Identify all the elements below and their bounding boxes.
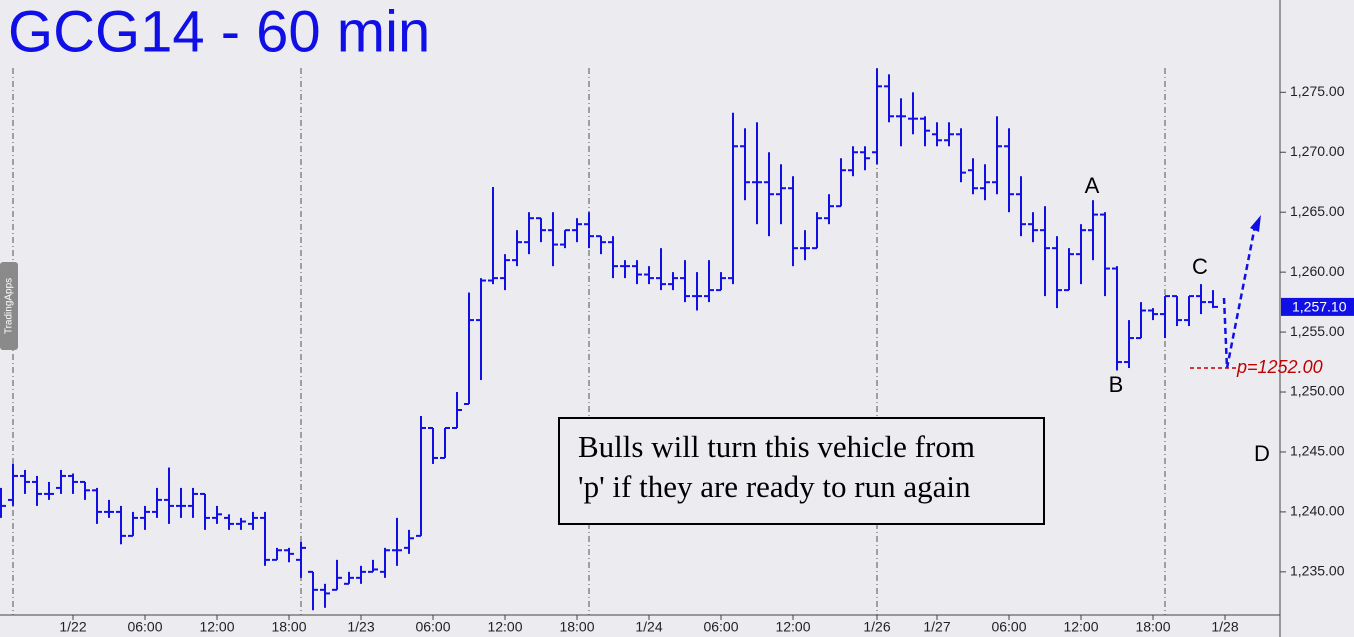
x-tick-label: 06:00: [415, 619, 450, 635]
note-line: 'p' if they are ready to run again: [578, 469, 971, 504]
x-tick-label: 1/24: [635, 619, 662, 635]
note-box: [558, 417, 1045, 525]
x-tick-label: 12:00: [1063, 619, 1098, 635]
note-line: Bulls will turn this vehicle from: [578, 429, 975, 464]
point-annotation: D: [1254, 441, 1270, 466]
x-tick-label: 12:00: [199, 619, 234, 635]
y-tick-label: 1,255.00: [1290, 323, 1345, 339]
point-annotation: B: [1109, 372, 1124, 397]
x-tick-label: 06:00: [703, 619, 738, 635]
x-tick-label: 12:00: [775, 619, 810, 635]
x-tick-label: 1/22: [59, 619, 86, 635]
x-tick-label: 18:00: [559, 619, 594, 635]
chart-title: GCG14 - 60 min: [8, 0, 430, 64]
bars: [0, 68, 1218, 611]
y-tick-label: 1,265.00: [1290, 203, 1345, 219]
y-tick-label: 1,260.00: [1290, 263, 1345, 279]
y-tick-label: 1,270.00: [1290, 143, 1345, 159]
sidebar-tab[interactable]: [0, 262, 18, 350]
arrow-head: [1250, 215, 1261, 232]
x-tick-label: 1/23: [347, 619, 374, 635]
y-tick-label: 1,235.00: [1290, 563, 1345, 579]
x-tick-label: 06:00: [991, 619, 1026, 635]
x-tick-label: 1/27: [923, 619, 950, 635]
point-annotation: C: [1192, 254, 1208, 279]
last-price-label: 1,257.10: [1292, 299, 1347, 315]
x-tick-label: 1/26: [863, 619, 890, 635]
y-tick-label: 1,275.00: [1290, 83, 1345, 99]
y-tick-label: 1,245.00: [1290, 443, 1345, 459]
y-tick-label: 1,250.00: [1290, 383, 1345, 399]
y-tick-label: 1,240.00: [1290, 503, 1345, 519]
x-tick-label: 1/28: [1211, 619, 1238, 635]
sidebar-tab-label: TradingApps: [4, 278, 15, 334]
last-price-box: [1281, 297, 1354, 316]
pivot-label: p=1252.00: [1236, 357, 1323, 377]
x-tick-label: 18:00: [1135, 619, 1170, 635]
x-tick-label: 06:00: [127, 619, 162, 635]
x-tick-label: 12:00: [487, 619, 522, 635]
point-annotation: A: [1085, 173, 1100, 198]
x-tick-label: 18:00: [271, 619, 306, 635]
